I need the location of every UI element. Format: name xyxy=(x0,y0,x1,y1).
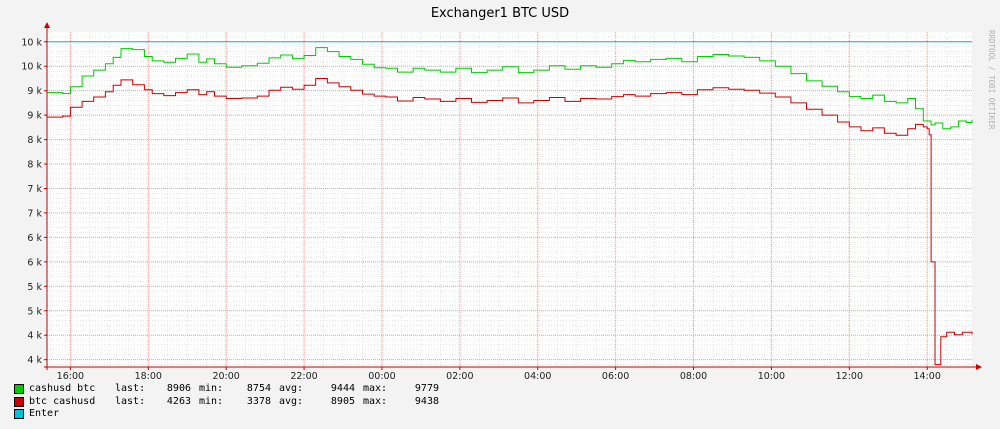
y-axis-arrow xyxy=(44,22,50,28)
legend-max-value: 9779 xyxy=(414,383,439,394)
legend-min-label: min: xyxy=(199,383,224,394)
y-tick-label: 6 k xyxy=(27,257,42,268)
plot-area xyxy=(47,32,972,367)
x-axis-arrow xyxy=(976,364,982,370)
y-tick-label: 4 k xyxy=(27,331,42,342)
legend-max-label: max: xyxy=(363,395,388,407)
legend-last-label: last: xyxy=(115,395,146,407)
series-line-btc-cashusd xyxy=(47,78,973,366)
legend-avg-label: avg: xyxy=(279,395,304,407)
legend-min-label: min: xyxy=(199,395,224,407)
x-tick-label: 20:00 xyxy=(212,371,239,382)
legend-min-value: 3378 xyxy=(246,395,271,407)
y-tick-label: 10 k xyxy=(21,62,42,73)
y-tick-label: 7 k xyxy=(27,184,42,195)
legend-min-value: 8754 xyxy=(246,383,271,394)
y-tick-label: 6 k xyxy=(27,233,42,244)
x-tick-label: 06:00 xyxy=(602,371,629,382)
x-tick-label: 22:00 xyxy=(290,371,317,382)
y-tick-label: 8 k xyxy=(27,160,42,171)
legend-swatch-red xyxy=(14,396,24,407)
x-tick-label: 08:00 xyxy=(680,371,707,382)
legend-series-name: cashusd btc xyxy=(29,383,96,394)
legend-last-label: last: xyxy=(115,383,146,394)
grid-layer xyxy=(47,32,972,367)
legend-row: cashusd btc last: 8906 min: 8754 avg: 94… xyxy=(14,383,439,396)
legend-avg-label: avg: xyxy=(279,383,304,394)
legend-swatch-cyan xyxy=(14,409,24,420)
chart-title: Exchanger1 BTC USD xyxy=(431,6,569,21)
legend-row: Enter xyxy=(14,408,439,421)
x-tick-label: 00:00 xyxy=(368,371,395,382)
legend-swatch-green xyxy=(14,384,24,395)
legend-series-name: btc cashusd xyxy=(29,395,96,407)
legend-last-value: 8906 xyxy=(166,383,191,394)
x-tick-label: 14:00 xyxy=(914,371,941,382)
legend-series-name: Enter xyxy=(29,408,60,419)
legend-row: btc cashusd last: 4263 min: 3378 avg: 89… xyxy=(14,396,439,409)
legend-max-label: max: xyxy=(363,383,388,394)
x-tick-label: 18:00 xyxy=(135,371,162,382)
legend-avg-value: 9444 xyxy=(330,383,355,394)
y-tick-label: 8 k xyxy=(27,135,42,146)
x-tick-label: 02:00 xyxy=(446,371,473,382)
y-tick-label: 4 k xyxy=(27,355,42,366)
rrdtool-watermark: RRDTOOL / TOBI OETIKER xyxy=(987,30,996,130)
series-layer xyxy=(47,41,973,366)
axis-layer: 4 k 4 k 5 k 5 k 6 k 6 k 7 k 7 k 8 k 8 k 9 k 9 k 10 k… xyxy=(21,22,982,382)
y-tick-label: 10 k xyxy=(21,37,42,48)
x-tick-label: 16:00 xyxy=(57,371,84,382)
x-tick-label: 12:00 xyxy=(836,371,863,382)
y-tick-label: 9 k xyxy=(27,86,42,97)
series-line-cashusd-btc xyxy=(47,47,973,130)
legend-max-value: 9438 xyxy=(414,395,439,407)
y-tick-label: 5 k xyxy=(27,306,42,317)
y-tick-label: 7 k xyxy=(27,208,42,219)
y-tick-label: 9 k xyxy=(27,111,42,122)
x-tick-label: 10:00 xyxy=(758,371,785,382)
y-tick-label: 5 k xyxy=(27,282,42,293)
legend-last-value: 4263 xyxy=(166,395,191,407)
legend: cashusd btc last: 8906 min: 8754 avg: 94… xyxy=(14,383,439,421)
legend-avg-value: 8905 xyxy=(330,395,355,407)
x-tick-label: 04:00 xyxy=(524,371,551,382)
